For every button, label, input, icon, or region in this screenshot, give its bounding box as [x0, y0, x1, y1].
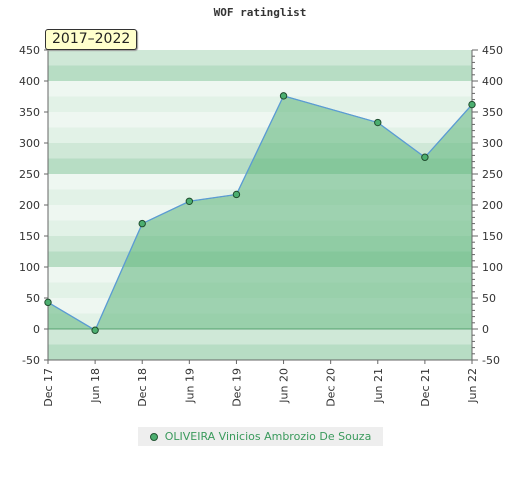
- y-tick-label-right: 400: [482, 75, 503, 88]
- background-band: [48, 81, 472, 97]
- date-range-badge: 2017–2022: [45, 29, 138, 50]
- background-band: [48, 112, 472, 128]
- y-tick-label-left: -50: [22, 354, 40, 367]
- y-tick-label-right: 0: [482, 323, 489, 336]
- x-tick-label: Dec 18: [136, 368, 149, 407]
- y-tick-label-right: 50: [482, 292, 496, 305]
- y-tick-label-right: 250: [482, 168, 503, 181]
- data-point: [421, 153, 429, 161]
- y-tick-label-left: 250: [19, 168, 40, 181]
- x-tick-label: Jun 20: [278, 368, 291, 404]
- background-band: [48, 50, 472, 66]
- y-tick-label-left: 50: [26, 292, 40, 305]
- data-point: [185, 197, 194, 205]
- y-tick-label-right: -50: [482, 354, 500, 367]
- y-tick-label-left: 100: [19, 261, 40, 274]
- y-tick-label-left: 350: [19, 106, 40, 119]
- x-tick-label: Dec 19: [230, 368, 243, 407]
- data-point: [374, 118, 382, 127]
- x-tick-label: Jun 21: [372, 368, 385, 404]
- y-tick-label-right: 300: [482, 137, 503, 150]
- legend-label: OLIVEIRA Vinicios Ambrozio De Souza: [164, 430, 372, 443]
- data-point: [468, 100, 476, 109]
- x-tick-label: Dec 21: [419, 368, 432, 407]
- data-point: [232, 190, 241, 199]
- y-tick-label-left: 150: [19, 230, 40, 243]
- data-point: [279, 92, 288, 100]
- x-tick-label: Dec 17: [42, 368, 55, 407]
- x-tick-label: Jun 19: [183, 368, 196, 404]
- background-band: [48, 96, 472, 112]
- y-tick-label-right: 100: [482, 261, 503, 274]
- background-band: [48, 65, 472, 81]
- background-band: [48, 127, 472, 143]
- y-tick-label-left: 0: [33, 323, 40, 336]
- chart-legend: OLIVEIRA Vinicios Ambrozio De Souza: [138, 427, 383, 446]
- legend-marker-icon: [149, 432, 158, 441]
- y-tick-label-right: 450: [482, 44, 503, 57]
- data-point: [44, 298, 52, 307]
- y-tick-label-left: 200: [19, 199, 40, 212]
- y-tick-label-right: 350: [482, 106, 503, 119]
- data-point: [91, 326, 99, 334]
- x-tick-label: Jun 22: [466, 368, 479, 404]
- background-band: [48, 344, 472, 360]
- y-tick-label-left: 450: [19, 44, 40, 57]
- y-tick-label-left: 400: [19, 75, 40, 88]
- y-tick-label-right: 150: [482, 230, 503, 243]
- data-point: [138, 219, 146, 228]
- background-band: [48, 329, 472, 345]
- y-tick-label-left: 300: [19, 137, 40, 150]
- chart-title: WOF ratinglist: [213, 6, 307, 19]
- x-tick-label: Jun 18: [89, 368, 102, 404]
- y-tick-label-right: 200: [482, 199, 503, 212]
- x-tick-label: Dec 20: [325, 368, 338, 407]
